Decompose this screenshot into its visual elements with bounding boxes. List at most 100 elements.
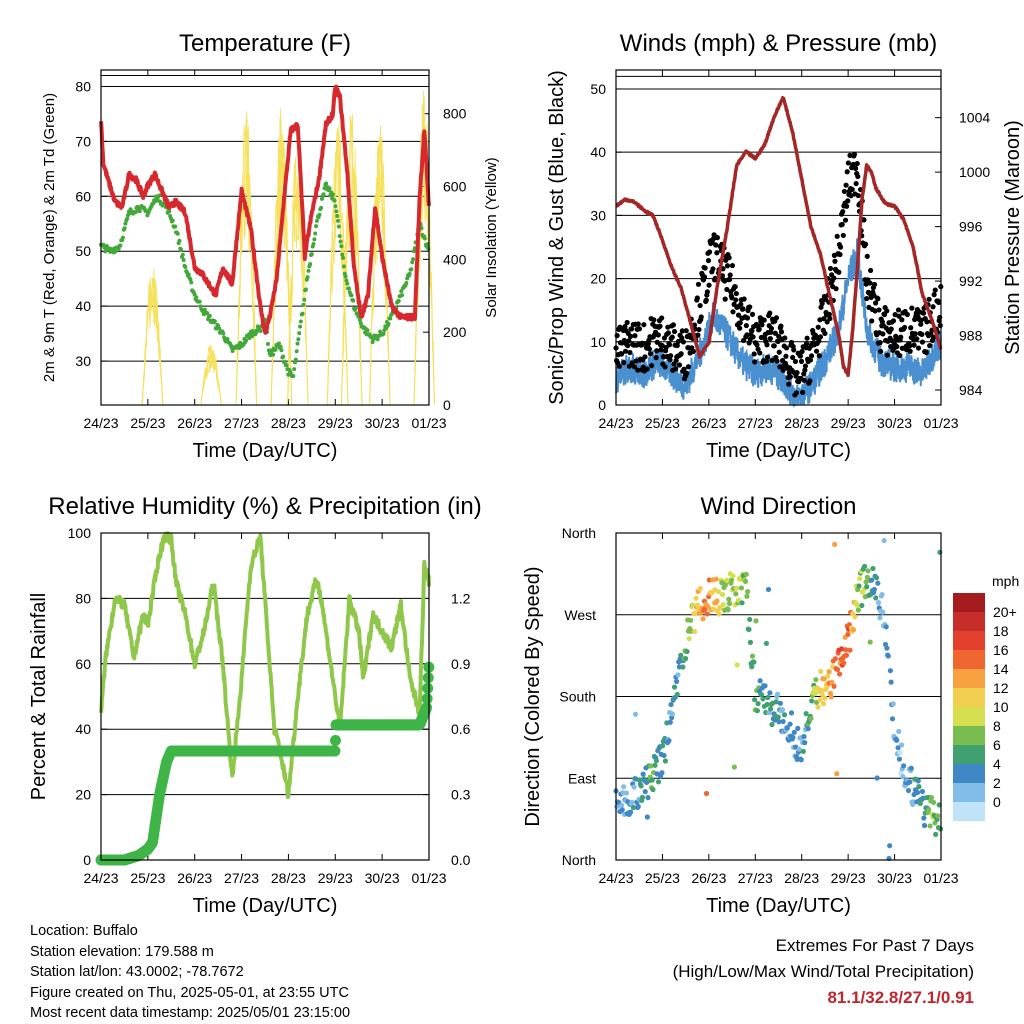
direction-point — [836, 671, 843, 677]
gust-point — [722, 296, 728, 302]
gust-point — [919, 339, 926, 345]
gust-point — [831, 275, 837, 281]
dewpoint-point — [332, 198, 337, 203]
direction-point — [738, 585, 744, 591]
y2-tick-label: 200 — [443, 324, 467, 340]
dewpoint-point — [419, 226, 424, 231]
gust-point — [671, 328, 678, 335]
gust-point — [621, 337, 627, 344]
dewpoint-point — [353, 306, 358, 311]
gust-point — [625, 343, 631, 349]
direction-point — [713, 576, 719, 582]
dewpoint-point — [340, 252, 345, 257]
direction-point — [852, 614, 858, 620]
direction-point — [877, 615, 883, 621]
direction-point — [784, 725, 790, 731]
gust-point — [733, 297, 739, 303]
direction-point — [666, 738, 672, 744]
gust-point — [670, 322, 676, 328]
gust-point — [790, 354, 796, 361]
x-tick-label: 26/23 — [177, 415, 212, 431]
gust-point — [735, 312, 742, 318]
gust-point — [769, 357, 775, 364]
gust-point — [935, 299, 942, 306]
gust-point — [732, 284, 738, 290]
dewpoint-point — [279, 348, 284, 353]
colorbar-swatch — [953, 688, 985, 707]
direction-point — [642, 789, 648, 795]
location-text: Location: Buffalo — [30, 923, 138, 939]
x-tick-label: 27/23 — [224, 415, 259, 431]
gust-point — [756, 326, 762, 332]
dewpoint-point — [137, 209, 142, 214]
plot-frame — [100, 532, 430, 861]
dewpoint-point — [170, 218, 175, 223]
direction-point — [635, 803, 641, 810]
x-tick-label: 30/23 — [365, 870, 400, 886]
dewpoint-point — [351, 298, 356, 303]
direction-point — [645, 795, 651, 801]
colorbar-swatch — [953, 783, 985, 802]
gust-point — [852, 165, 859, 171]
dewpoint-point — [281, 354, 286, 359]
direction-point — [661, 752, 667, 759]
dewpoint-point — [404, 280, 409, 285]
dewpoint-point — [378, 329, 383, 334]
gust-point — [694, 295, 700, 301]
gust-point — [918, 321, 924, 327]
gust-point — [679, 328, 685, 334]
dewpoint-point — [411, 249, 416, 254]
y-axis-label: Percent & Total Rainfall — [28, 593, 50, 801]
precipitation-point — [421, 693, 433, 705]
dewpoint-point — [258, 328, 263, 333]
chart-panel-3: Relative Humidity (%) & Precipitation (i… — [28, 493, 482, 917]
gust-point — [815, 324, 821, 330]
dewpoint-point — [410, 260, 415, 265]
dewpoint-point — [312, 237, 317, 242]
direction-point — [818, 668, 824, 675]
x-tick-label: 01/23 — [411, 415, 446, 431]
gust-point — [710, 266, 716, 272]
dewpoint-point — [319, 205, 324, 210]
gust-point — [930, 304, 936, 310]
direction-point — [754, 708, 760, 714]
dewpoint-point — [295, 341, 300, 346]
gust-point — [868, 267, 874, 274]
direction-point — [715, 588, 721, 595]
chart-panel-4: Wind Direction Time (Day/UTC) 24/23 25/23 26… — [522, 493, 959, 917]
gust-point — [679, 335, 685, 341]
direction-point — [805, 726, 811, 732]
direction-point — [857, 576, 863, 582]
colorbar-swatch — [953, 726, 985, 745]
dewpoint-point — [123, 221, 128, 226]
dewpoint-point — [298, 324, 303, 329]
recent-data-text: Most recent data timestamp: 2025/05/01 2… — [30, 1005, 351, 1021]
colorbar-title: mph — [992, 573, 1019, 589]
gust-point — [920, 310, 927, 316]
chart-title: Winds (mph) & Pressure (mb) — [620, 30, 937, 57]
dewpoint-point — [198, 304, 203, 309]
direction-point — [619, 807, 625, 813]
gust-point — [759, 322, 765, 328]
gust-point — [657, 323, 663, 329]
gust-point — [724, 263, 731, 269]
dewpoint-point — [346, 286, 351, 291]
direction-point — [901, 763, 907, 769]
y2-tick-label: 0.9 — [451, 656, 471, 672]
x-tick-label: 26/23 — [691, 415, 726, 431]
direction-point — [639, 794, 646, 801]
x-tick-label: 24/23 — [598, 415, 633, 431]
gust-point — [761, 317, 767, 323]
gust-point — [703, 297, 709, 303]
dewpoint-point — [319, 196, 324, 201]
elevation-text: Station elevation: 179.588 m — [30, 943, 214, 960]
direction-point — [733, 585, 740, 591]
direction-point — [621, 784, 627, 790]
dewpoint-point — [407, 271, 412, 276]
colorbar-swatch — [953, 707, 985, 726]
dewpoint-point — [205, 311, 210, 316]
colorbar-swatch — [953, 669, 985, 688]
direction-point — [779, 707, 786, 713]
x-tick-label: 27/23 — [224, 870, 259, 886]
direction-point — [773, 699, 779, 705]
